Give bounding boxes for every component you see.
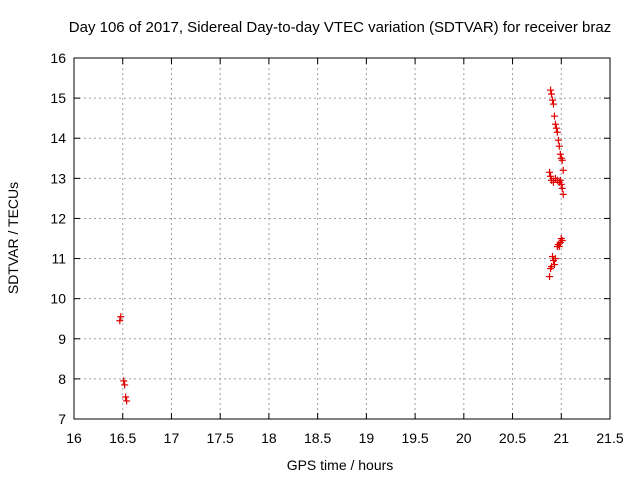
y-tick-label: 11	[51, 251, 66, 267]
x-tick-label: 16.5	[109, 430, 136, 446]
data-point	[551, 120, 559, 128]
data-point	[556, 150, 564, 158]
grid-lines	[74, 58, 610, 419]
data-point	[559, 190, 567, 198]
x-tick-label: 17.5	[207, 430, 234, 446]
x-tick-label: 20.5	[499, 430, 526, 446]
data-point	[549, 100, 557, 108]
chart-title: Day 106 of 2017, Sidereal Day-to-day VTE…	[69, 19, 611, 36]
data-point	[550, 112, 558, 120]
data-point	[550, 261, 558, 269]
x-tick-label: 19	[359, 430, 375, 446]
y-tick-label: 14	[50, 130, 66, 146]
data-point	[549, 96, 557, 104]
data-point	[123, 397, 131, 405]
x-tick-label: 21	[553, 430, 569, 446]
y-tick-label: 16	[50, 50, 66, 66]
data-point	[558, 184, 566, 192]
x-tick-label: 17	[164, 430, 180, 446]
y-tick-label: 12	[50, 210, 66, 226]
x-tick-labels: 16 16.5 17 17.5 18 18.5 19 19.5 20 20.5 21 21.5	[66, 430, 624, 446]
data-point	[553, 128, 561, 136]
data-point	[554, 136, 562, 144]
data-point	[116, 317, 124, 325]
data-point	[547, 172, 555, 180]
data-point	[120, 377, 128, 385]
y-axis-label: SDTVAR / TECUs	[5, 182, 21, 294]
x-tick-label: 18.5	[304, 430, 331, 446]
x-axis-label: GPS time / hours	[287, 457, 394, 473]
y-tick-label: 9	[58, 331, 66, 347]
data-point	[551, 255, 559, 263]
data-point	[556, 176, 564, 184]
y-tick-label: 10	[50, 291, 66, 307]
plot-frame	[73, 57, 611, 420]
axis-ticks	[73, 57, 611, 420]
data-point	[546, 168, 554, 176]
x-tick-label: 21.5	[596, 430, 623, 446]
data-point	[117, 313, 125, 321]
y-tick-label: 13	[50, 170, 66, 186]
x-tick-label: 20	[456, 430, 472, 446]
x-tick-label: 19.5	[401, 430, 428, 446]
data-point	[122, 393, 130, 401]
y-tick-labels: 7 8 9 10 11 12 13 14 15 16	[50, 50, 66, 427]
data-point	[557, 180, 565, 188]
x-tick-label: 16	[66, 430, 82, 446]
data-point	[549, 178, 557, 186]
data-point	[552, 124, 560, 132]
data-point	[548, 90, 556, 98]
data-points	[116, 86, 567, 405]
data-point	[121, 381, 129, 389]
data-point	[547, 86, 555, 94]
data-point	[559, 166, 567, 174]
data-point	[555, 243, 563, 251]
data-point	[555, 142, 563, 150]
y-tick-label: 8	[58, 371, 66, 387]
data-point	[558, 237, 566, 245]
data-point	[546, 273, 554, 281]
data-point	[558, 156, 566, 164]
y-tick-label: 7	[58, 411, 66, 427]
x-tick-label: 18	[261, 430, 277, 446]
y-tick-label: 15	[50, 90, 66, 106]
